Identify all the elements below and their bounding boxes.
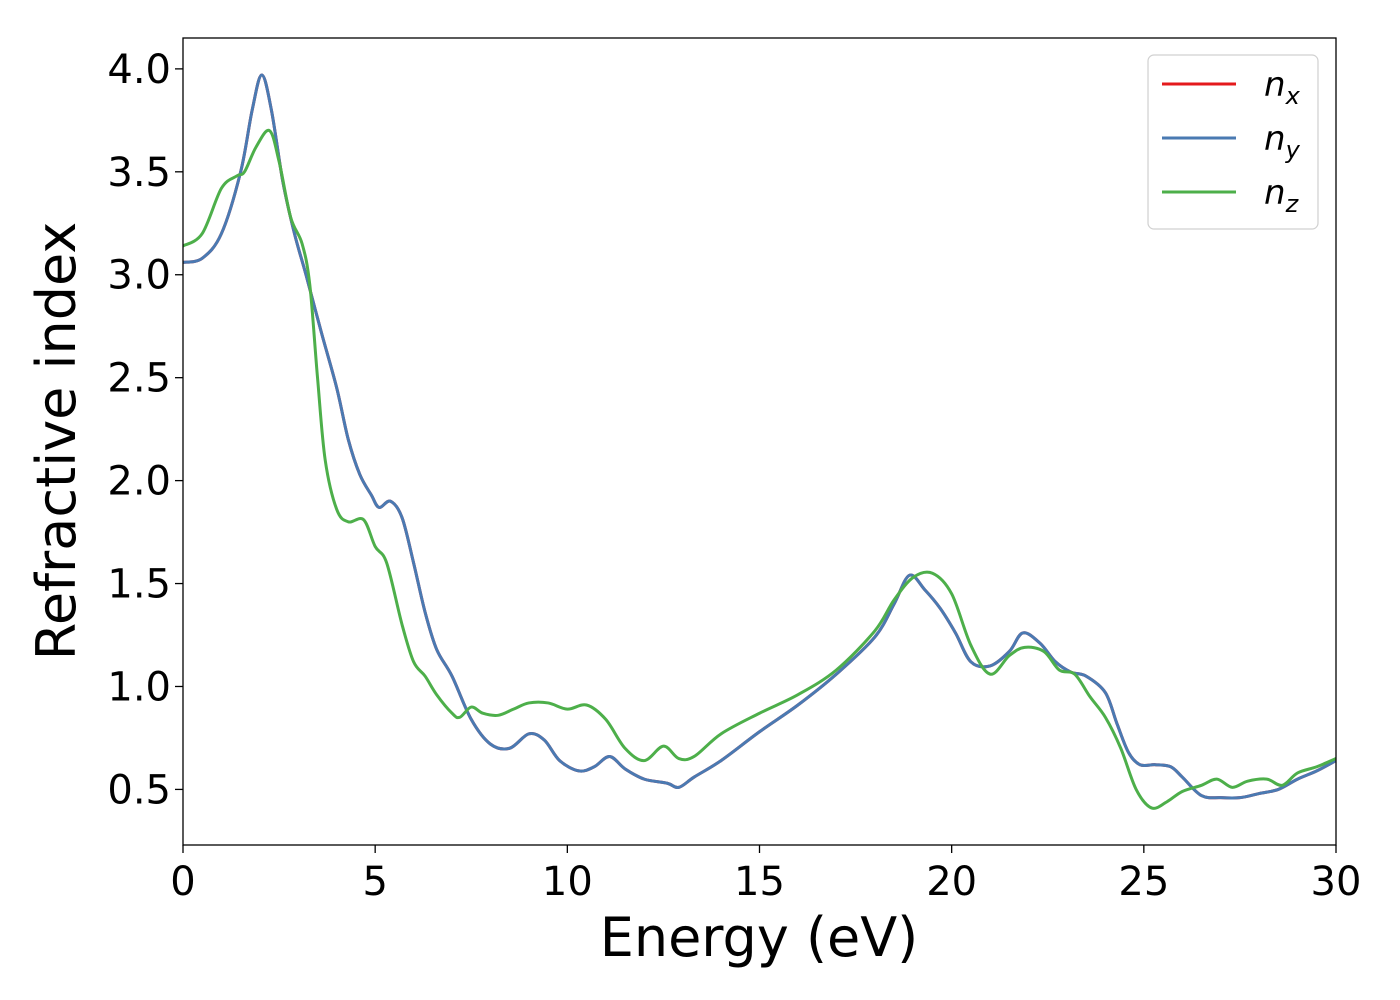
x-tick-label: 5 xyxy=(362,859,387,905)
x-tick-label: 25 xyxy=(1118,859,1169,905)
y-tick-label: 3.5 xyxy=(107,150,171,196)
legend-box xyxy=(1147,54,1319,230)
y-axis-ticks: 0.5 1.0 1.5 2.0 2.5 3.0 3.5 4.0 xyxy=(107,47,183,813)
y-tick-label: 0.5 xyxy=(107,767,171,813)
y-tick-label: 1.5 xyxy=(107,562,171,608)
y-axis-label: Refractive index xyxy=(25,222,88,661)
legend-entry: ny xyxy=(1162,119,1301,164)
y-tick-label: 1.0 xyxy=(107,664,171,710)
series-layer xyxy=(183,73,1336,810)
legend-label: nz xyxy=(1264,173,1300,218)
legend-label-subscript: y xyxy=(1285,136,1301,164)
y-tick-label: 2.0 xyxy=(107,459,171,505)
y-tick-label: 4.0 xyxy=(107,47,171,93)
legend-label-subscript: x xyxy=(1285,82,1301,110)
x-tick-label: 0 xyxy=(170,859,195,905)
legend-entry: nz xyxy=(1162,173,1300,218)
x-tick-label: 20 xyxy=(926,859,977,905)
x-axis-ticks: 0 5 10 15 20 25 30 xyxy=(170,845,1361,905)
legend-entry: nx xyxy=(1162,65,1301,110)
legend-label: nx xyxy=(1264,65,1301,110)
x-tick-label: 10 xyxy=(542,859,593,905)
y-tick-label: 2.5 xyxy=(107,356,171,402)
series-line-n-z xyxy=(183,128,1336,810)
x-axis-label: Energy (eV) xyxy=(600,906,919,969)
legend-label-subscript: z xyxy=(1285,190,1300,218)
y-tick-label: 3.0 xyxy=(107,253,171,299)
legend-label-main: n xyxy=(1264,119,1286,159)
x-tick-label: 30 xyxy=(1311,859,1362,905)
series-line-n-y xyxy=(183,73,1336,800)
legend-label: ny xyxy=(1264,119,1301,164)
legend-label-main: n xyxy=(1264,173,1286,213)
x-tick-label: 15 xyxy=(734,859,785,905)
legend-label-main: n xyxy=(1264,65,1286,105)
